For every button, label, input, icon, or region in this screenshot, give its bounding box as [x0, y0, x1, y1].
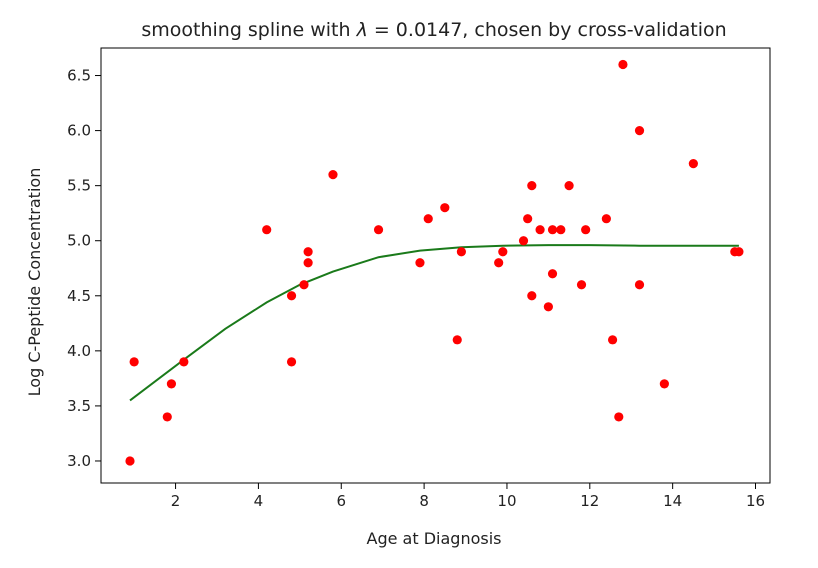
- x-tick-label: 14: [663, 492, 682, 510]
- data-point: [547, 225, 558, 235]
- y-tick-label: 4.5: [67, 287, 91, 305]
- data-point: [543, 302, 553, 312]
- data-point: [162, 412, 172, 422]
- data-point: [601, 214, 611, 224]
- data-point: [527, 291, 537, 301]
- plot-area: [100, 47, 771, 484]
- x-tick-label: 10: [497, 492, 516, 510]
- data-point: [564, 181, 574, 191]
- y-tick-label: 6.5: [67, 67, 91, 85]
- data-point: [415, 258, 425, 268]
- data-point: [303, 247, 313, 257]
- y-tick-label: 4.0: [67, 342, 91, 360]
- data-point: [328, 170, 338, 180]
- x-tick-label: 16: [746, 492, 765, 510]
- data-point: [286, 357, 297, 367]
- x-axis-label: Age at Diagnosis: [367, 529, 502, 548]
- y-tick-label: 3.5: [67, 397, 91, 415]
- x-tick-label: 2: [171, 492, 181, 510]
- data-point: [614, 412, 624, 422]
- data-point: [303, 258, 313, 268]
- axes-frame: [100, 47, 771, 484]
- data-point: [423, 214, 433, 224]
- data-point: [618, 59, 628, 70]
- data-point: [498, 247, 508, 257]
- data-point: [527, 181, 537, 191]
- data-point: [535, 225, 545, 235]
- data-point: [634, 280, 645, 290]
- data-point: [125, 456, 135, 466]
- x-tick-label: 8: [419, 492, 429, 510]
- data-point: [440, 203, 450, 213]
- y-tick-label: 5.5: [67, 177, 91, 195]
- data-point: [523, 214, 533, 224]
- y-axis-label: Log C-Peptide Concentration: [25, 168, 44, 397]
- data-point: [576, 280, 587, 290]
- data-point: [688, 159, 698, 169]
- chart-title: smoothing spline with λ = 0.0147, chosen…: [141, 19, 726, 41]
- data-point: [518, 236, 529, 246]
- data-point: [373, 225, 384, 235]
- data-point: [129, 357, 139, 367]
- data-point: [634, 125, 645, 136]
- data-point: [659, 379, 669, 389]
- data-point: [607, 335, 618, 345]
- y-tick-label: 3.0: [67, 452, 91, 470]
- data-point: [456, 247, 466, 257]
- data-point: [179, 357, 189, 367]
- data-point: [286, 291, 297, 301]
- y-tick-label: 6.0: [67, 122, 91, 140]
- x-axis-ticks: 2 4 6 8 10 12 14 16: [171, 483, 765, 510]
- data-point: [452, 335, 462, 345]
- data-point: [734, 247, 744, 257]
- data-point: [556, 225, 566, 235]
- data-point: [547, 269, 558, 279]
- x-tick-label: 6: [336, 492, 346, 510]
- x-tick-label: 4: [254, 492, 264, 510]
- y-axis-ticks: 3.0 3.5 4.0 4.5 5.0 5.5 6.0 6.5: [67, 67, 101, 470]
- data-point: [166, 379, 177, 389]
- data-point: [262, 225, 272, 235]
- data-point: [299, 280, 309, 290]
- x-tick-label: 12: [580, 492, 599, 510]
- data-point: [581, 225, 591, 235]
- spline-line: [129, 244, 739, 402]
- y-tick-label: 5.0: [67, 232, 91, 250]
- data-point: [494, 258, 504, 268]
